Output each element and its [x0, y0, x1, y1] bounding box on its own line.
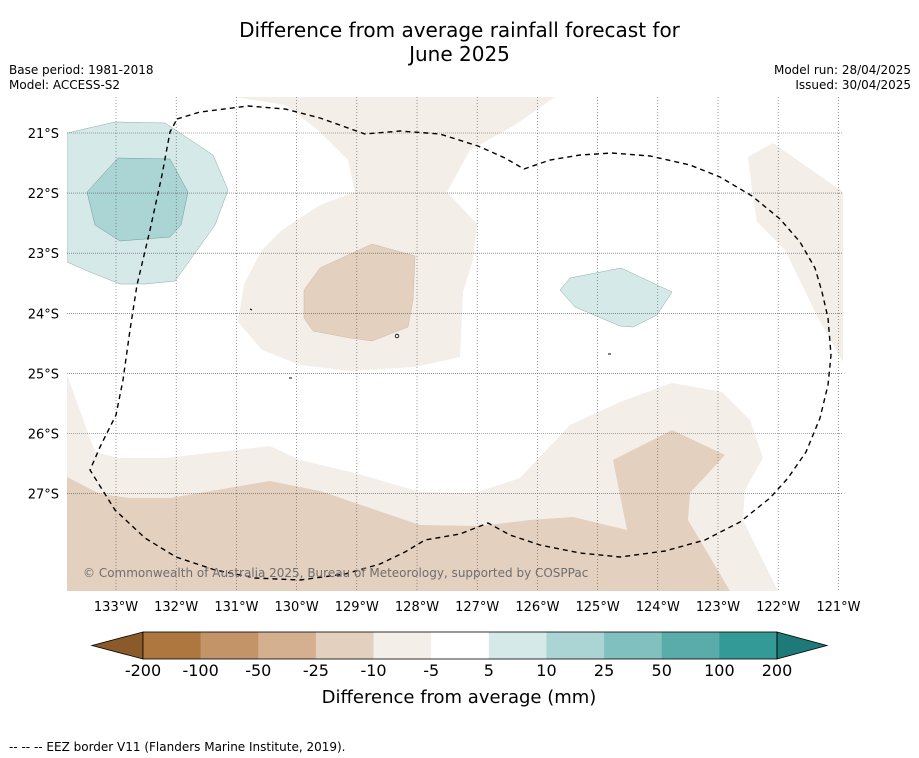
longitude-label: 122°W — [756, 600, 800, 615]
colorbar-tick-label: -200 — [125, 661, 161, 680]
longitude-label: 123°W — [696, 600, 740, 615]
colorbar-swatch — [604, 632, 663, 659]
latitude-label: 22°S — [28, 187, 59, 202]
colorbar-swatch — [661, 632, 720, 659]
latitude-label: 23°S — [28, 247, 59, 262]
longitude-label: 121°W — [816, 600, 860, 615]
colorbar-extend-high — [776, 631, 829, 660]
colorbar-swatch — [373, 632, 432, 659]
copyright-text: © Commonwealth of Australia 2025, Bureau… — [83, 566, 588, 580]
small-contour-mark — [249, 308, 253, 311]
colorbar-tick-label: 10 — [536, 661, 556, 680]
base-period-text: Base period: 1981-2018 — [9, 63, 154, 77]
longitude-label: 127°W — [455, 600, 499, 615]
colorbar-tick-label: 50 — [652, 661, 672, 680]
colorbar-tick-label: 5 — [484, 661, 494, 680]
model-run-text: Model run: 28/04/2025 — [773, 63, 911, 77]
colorbar-swatch — [258, 632, 317, 659]
colorbar-label: Difference from average (mm) — [322, 687, 597, 708]
longitude-label: 126°W — [515, 600, 559, 615]
colorbar-tick-label: -25 — [303, 661, 329, 680]
eez-legend-note: -- -- -- EEZ border V11 (Flanders Marine… — [9, 740, 346, 754]
latitude-label: 25°S — [28, 367, 59, 382]
colorbar-swatch — [315, 632, 374, 659]
title-line-1: Difference from average rainfall forecas… — [239, 18, 680, 42]
colorbar-tick-label: 100 — [704, 661, 735, 680]
map-title: Difference from average rainfall forecas… — [0, 18, 919, 66]
colorbar-tick-label: -100 — [182, 661, 218, 680]
anomaly-region-wet-west — [86, 157, 189, 242]
colorbar-swatch — [488, 632, 547, 659]
longitude-label: 131°W — [214, 600, 258, 615]
model-text: Model: ACCESS-S2 — [9, 78, 121, 92]
colorbar-outline — [142, 631, 778, 660]
title-line-2: June 2025 — [409, 42, 510, 66]
latitude-label: 24°S — [28, 307, 59, 322]
anomaly-region-dry-south — [67, 430, 730, 591]
gridlines — [67, 97, 843, 591]
anomaly-region-dry-central — [303, 243, 416, 342]
colorbar-swatch — [719, 632, 778, 659]
issued-text: Issued: 30/04/2025 — [795, 78, 911, 92]
longitude-label: 129°W — [335, 600, 379, 615]
colorbar-extend-low — [90, 631, 144, 660]
colorbar-tick-label: -50 — [245, 661, 271, 680]
colorbar-tick-label: 25 — [594, 661, 614, 680]
latitude-label: 26°S — [28, 428, 59, 443]
colorbar-tick-label: -10 — [360, 661, 386, 680]
colorbar — [90, 631, 829, 660]
latitude-label: 21°S — [28, 127, 59, 142]
colorbar-swatch — [200, 632, 259, 659]
longitude-label: 125°W — [576, 600, 620, 615]
colorbar-swatch — [431, 632, 490, 659]
colorbar-swatch — [143, 632, 201, 659]
meta-left: Base period: 1981-2018 Model: ACCESS-S2 — [9, 63, 154, 93]
anomaly-region-light-wet-east — [559, 267, 673, 328]
longitude-label: 130°W — [275, 600, 319, 615]
meta-right: Model run: 28/04/2025 Issued: 30/04/2025 — [774, 63, 911, 93]
colorbar-tick-label: -5 — [423, 661, 439, 680]
longitude-label: 132°W — [154, 600, 198, 615]
colorbar-swatch — [546, 632, 605, 659]
latitude-label: 27°S — [28, 488, 59, 503]
anomaly-region-light-dry-east — [748, 143, 843, 362]
map-panel: © Commonwealth of Australia 2025, Bureau… — [67, 97, 843, 591]
colorbar-tick-label: 200 — [762, 661, 793, 680]
longitude-label: 124°W — [636, 600, 680, 615]
longitude-label: 133°W — [94, 600, 138, 615]
longitude-label: 128°W — [395, 600, 439, 615]
colorbar-tick-labels: -200 -100 -50 -25 -10 -5 5 10 25 50 100 200 — [125, 661, 792, 680]
longitude-labels: 133°W 132°W 131°W 130°W 129°W 128°W 127°W 126°W… — [94, 600, 861, 615]
latitude-labels: 21°S 22°S 23°S 24°S 25°S 26°S 27°S — [28, 127, 59, 503]
small-contour-mark — [394, 333, 400, 339]
